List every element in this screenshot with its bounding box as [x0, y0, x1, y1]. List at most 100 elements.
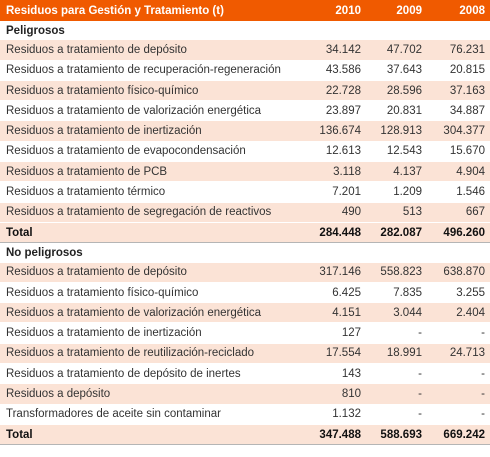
table-header: Residuos para Gestión y Tratamiento (t) …	[0, 0, 490, 21]
row-value: 317.146	[305, 262, 366, 283]
row-value: 37.163	[427, 80, 490, 102]
row-value: -	[366, 322, 427, 344]
total-value: 347.488	[305, 423, 366, 446]
row-value: -	[366, 383, 427, 405]
year-header: 2010	[305, 0, 366, 21]
row-value: 304.377	[427, 120, 490, 142]
table-row: Residuos a tratamiento de recuperación-r…	[0, 60, 490, 81]
table-row: Residuos a tratamiento de valorización e…	[0, 100, 490, 122]
row-label: Residuos a tratamiento de depósito	[0, 40, 305, 61]
table-row: Residuos a tratamiento de depósito 317.14…	[0, 262, 490, 283]
row-value: 20.815	[427, 60, 490, 81]
row-value: 3.118	[305, 161, 366, 183]
row-label: Residuos a tratamiento de valorización e…	[0, 100, 305, 122]
row-label: Residuos a tratamiento de recuperación-r…	[0, 60, 305, 81]
row-value: 3.255	[427, 282, 490, 304]
row-label: Residuos a tratamiento de segregación de…	[0, 202, 305, 223]
row-value: 76.231	[427, 40, 490, 61]
row-value: 20.831	[366, 100, 427, 122]
row-value: 15.670	[427, 141, 490, 163]
row-value: 143	[305, 363, 366, 385]
total-value: 496.260	[427, 221, 490, 244]
row-value: 12.613	[305, 141, 366, 163]
row-value: 24.713	[427, 343, 490, 365]
row-value: 1.132	[305, 404, 366, 425]
total-label: Total	[0, 221, 305, 244]
year-header: 2008	[427, 0, 490, 21]
row-value: -	[366, 404, 427, 425]
row-label: Transformadores de aceite sin contaminar	[0, 404, 305, 425]
row-value: 2.404	[427, 302, 490, 324]
table-title: Residuos para Gestión y Tratamiento (t)	[0, 0, 305, 21]
row-value: 4.137	[366, 161, 427, 183]
row-value: 7.201	[305, 181, 366, 203]
section-heading: Peligrosos	[0, 21, 490, 41]
row-value: 136.674	[305, 120, 366, 142]
row-label: Residuos a tratamiento de inertización	[0, 120, 305, 142]
table-row: Residuos a tratamiento de depósito de in…	[0, 363, 490, 385]
row-value: 34.142	[305, 40, 366, 61]
table-row: Residuos a tratamiento térmico 7.201 1.209…	[0, 181, 490, 203]
table-row: Residuos a tratamiento de depósito 34.142…	[0, 40, 490, 61]
total-label: Total	[0, 423, 305, 446]
row-label: Residuos a tratamiento físico-químico	[0, 282, 305, 304]
table-body: Peligrosos Residuos a tratamiento de depó…	[0, 21, 490, 446]
row-value: -	[427, 363, 490, 385]
table-row: Residuos a tratamiento de valorización e…	[0, 302, 490, 324]
row-value: 22.728	[305, 80, 366, 102]
row-label: Residuos a tratamiento de depósito	[0, 262, 305, 283]
row-value: -	[427, 322, 490, 344]
table-row: Residuos a tratamiento de inertización 12…	[0, 322, 490, 344]
row-value: 37.643	[366, 60, 427, 81]
row-label: Residuos a tratamiento de evapocondensac…	[0, 141, 305, 163]
table-row: Residuos a depósito 810- -	[0, 383, 490, 405]
table-row: Transformadores de aceite sin contaminar…	[0, 404, 490, 425]
row-value: 513	[366, 202, 427, 223]
waste-table: Residuos para Gestión y Tratamiento (t) …	[0, 0, 490, 446]
total-row: Total 284.448 282.087 496.260	[0, 221, 490, 244]
table-row: Residuos a tratamiento de inertización 13…	[0, 120, 490, 142]
row-value: 127	[305, 322, 366, 344]
row-value: 47.702	[366, 40, 427, 61]
row-value: 1.209	[366, 181, 427, 203]
table-row: Residuos a tratamiento de PCB 3.118 4.137 4…	[0, 161, 490, 183]
total-value: 282.087	[366, 221, 427, 244]
table-row: Residuos a tratamiento físico-químico 6.4…	[0, 282, 490, 304]
row-value: 810	[305, 383, 366, 405]
row-value: 43.586	[305, 60, 366, 81]
table-row: Residuos a tratamiento de segregación de…	[0, 202, 490, 223]
row-value: 34.887	[427, 100, 490, 122]
row-value: 667	[427, 202, 490, 223]
row-value: 3.044	[366, 302, 427, 324]
row-label: Residuos a tratamiento de PCB	[0, 161, 305, 183]
row-label: Residuos a tratamiento térmico	[0, 181, 305, 203]
row-value: 638.870	[427, 262, 490, 283]
row-label: Residuos a tratamiento de inertización	[0, 322, 305, 344]
row-value: 18.991	[366, 343, 427, 365]
table-row: Residuos a tratamiento de evapocondensac…	[0, 141, 490, 163]
row-value: 28.596	[366, 80, 427, 102]
row-value: 490	[305, 202, 366, 223]
year-header: 2009	[366, 0, 427, 21]
section-title: Peligrosos	[0, 21, 490, 41]
section-heading: No peligrosos	[0, 242, 490, 263]
row-value: 17.554	[305, 343, 366, 365]
section-title: No peligrosos	[0, 242, 490, 263]
row-value: -	[427, 383, 490, 405]
row-value: -	[427, 404, 490, 425]
row-value: 4.904	[427, 161, 490, 183]
row-value: 4.151	[305, 302, 366, 324]
row-label: Residuos a tratamiento de depósito de in…	[0, 363, 305, 385]
row-label: Residuos a tratamiento físico-químico	[0, 80, 305, 102]
total-value: 588.693	[366, 423, 427, 446]
row-label: Residuos a depósito	[0, 383, 305, 405]
row-value: 128.913	[366, 120, 427, 142]
row-value: 23.897	[305, 100, 366, 122]
row-label: Residuos a tratamiento de reutilización-…	[0, 343, 305, 365]
row-value: 558.823	[366, 262, 427, 283]
table-row: Residuos a tratamiento físico-químico 22.…	[0, 80, 490, 102]
row-value: -	[366, 363, 427, 385]
row-value: 7.835	[366, 282, 427, 304]
total-row: Total 347.488 588.693 669.242	[0, 423, 490, 446]
row-value: 12.543	[366, 141, 427, 163]
